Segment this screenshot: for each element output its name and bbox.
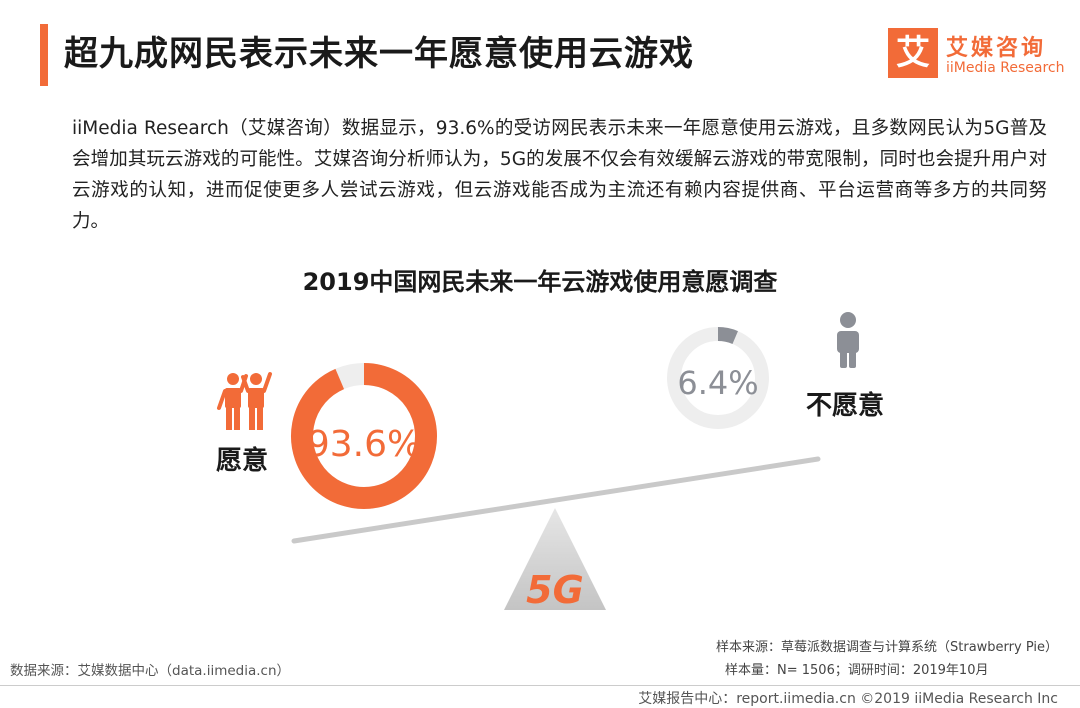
logo-mark: 艾 (888, 28, 938, 78)
people-cheering-icon (217, 372, 272, 430)
donut-willing: 93.6% (291, 363, 437, 509)
description-paragraph: iiMedia Research（艾媒咨询）数据显示，93.6%的受访网民表示未… (72, 118, 1047, 232)
logo-cn-text: 艾媒咨询 (946, 36, 1047, 61)
logo-en-text: iiMedia Research (946, 60, 1065, 76)
title-accent-bar (40, 24, 48, 86)
iimedia-logo: 艾 艾媒咨询 iiMedia Research (888, 28, 1068, 84)
seesaw-beam (291, 456, 821, 544)
category-label-willing: 愿意 (216, 446, 269, 476)
sample-source: 样本来源：草莓派数据调查与计算系统（Strawberry Pie） (716, 640, 1058, 655)
person-icon (837, 312, 859, 368)
category-label-unwilling: 不愿意 (806, 391, 885, 421)
data-label-unwilling: 6.4% (677, 364, 758, 402)
chart-title: 2019中国网民未来一年云游戏使用意愿调查 (302, 268, 778, 296)
footer-divider (0, 685, 1080, 686)
footer-credit: 艾媒报告中心：report.iimedia.cn ©2019 iiMedia R… (638, 691, 1058, 707)
fulcrum-triangle (504, 508, 606, 610)
data-label-willing: 93.6% (307, 424, 421, 465)
donut-unwilling-arc (717, 327, 738, 345)
donut-willing-arc (291, 363, 437, 509)
sample-size-and-date: 样本量：N= 1506；调研时间：2019年10月 (725, 663, 989, 678)
donut-unwilling: 6.4% (667, 327, 769, 429)
page-title: 超九成网民表示未来一年愿意使用云游戏 (64, 34, 694, 74)
data-source: 数据来源：艾媒数据中心（data.iimedia.cn） (10, 663, 291, 679)
5g-mark: 5G (526, 568, 584, 612)
